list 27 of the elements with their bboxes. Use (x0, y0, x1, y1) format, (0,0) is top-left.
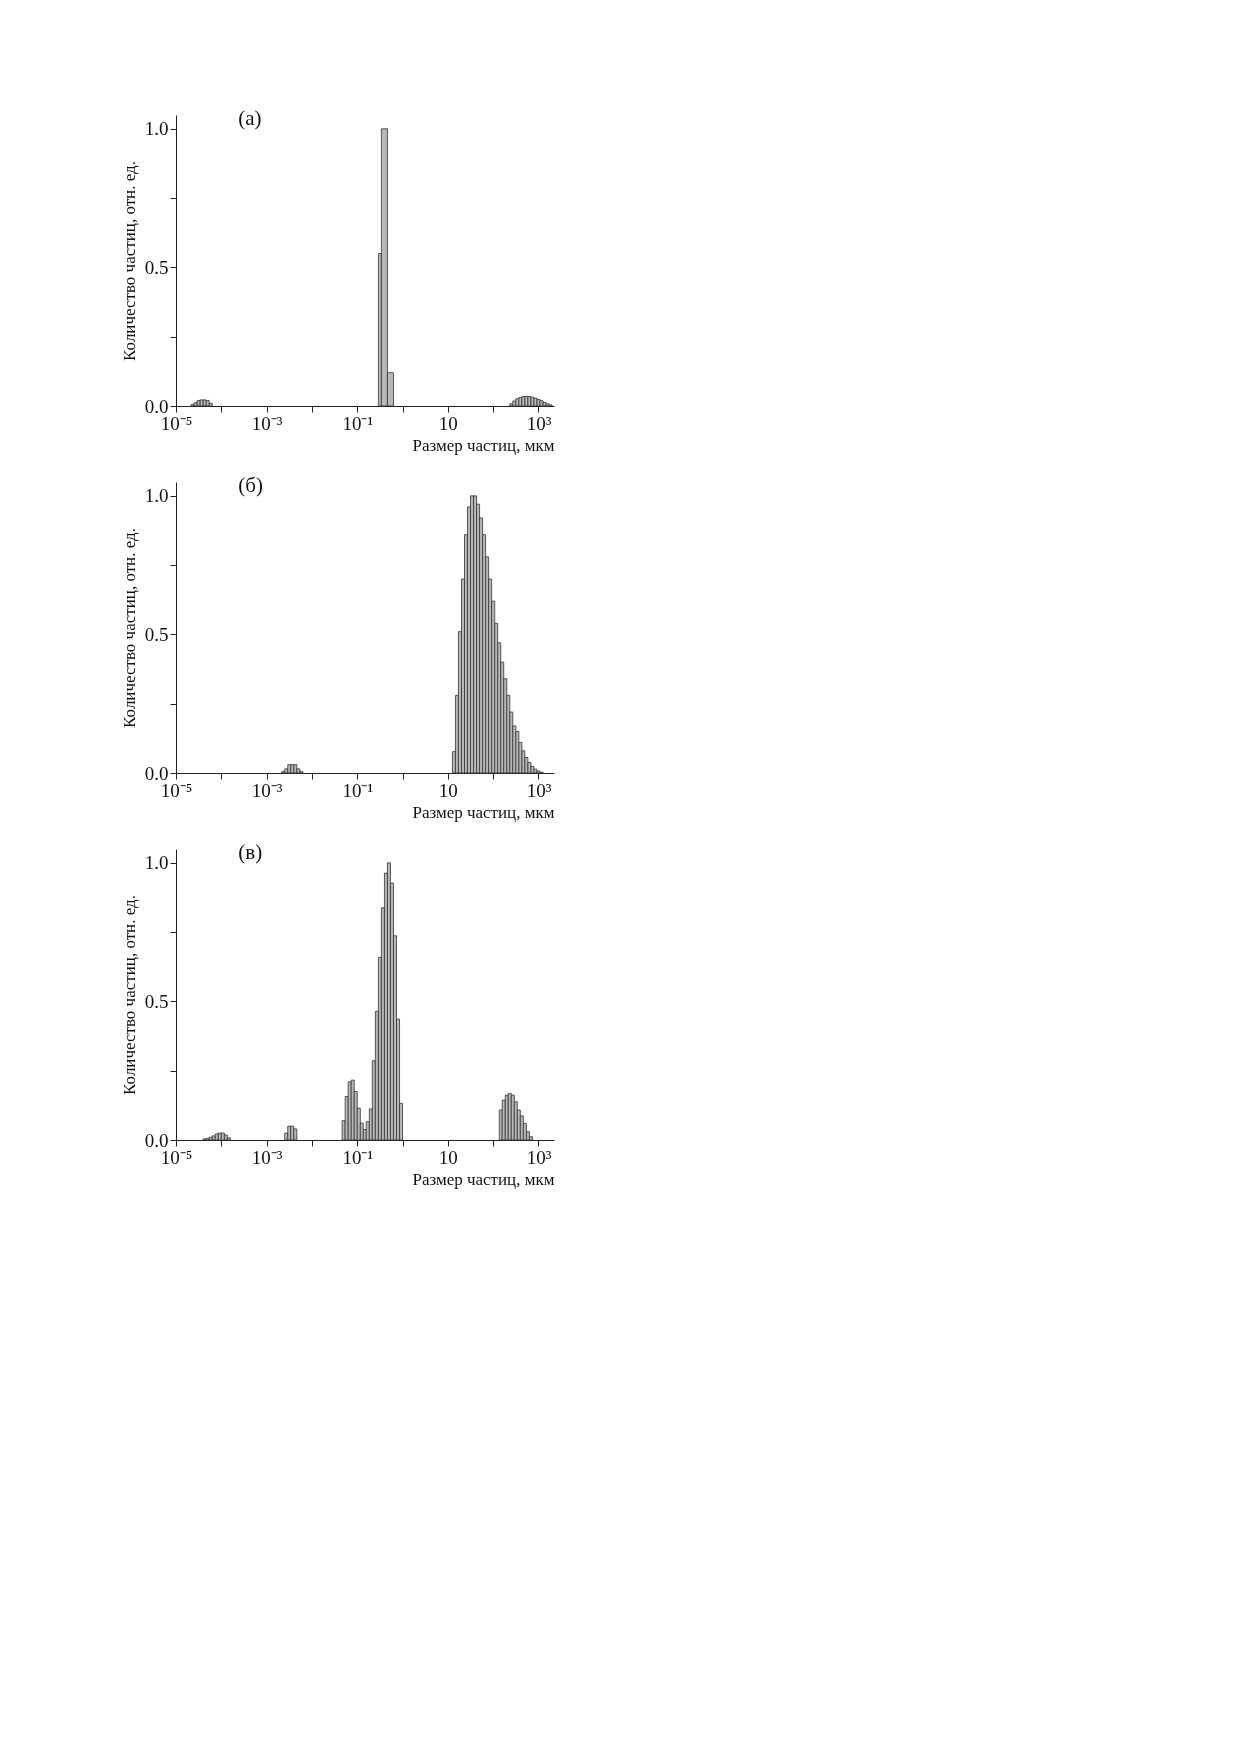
x-tick-label: 10⁻¹ (342, 779, 374, 801)
y-axis-title: Количество частиц, отн. ед. (119, 161, 139, 361)
y-tick-label: 1.0 (144, 852, 169, 874)
x-tick-label: 10 (438, 779, 458, 801)
chart-title: (б) (238, 473, 263, 497)
x-tick-label: 10⁻¹ (342, 1146, 374, 1168)
y-tick-label: 0.5 (144, 256, 169, 278)
y-axis-title: Количество частиц, отн. ед. (119, 895, 139, 1095)
y-tick-label: 0.5 (144, 623, 169, 645)
x-tick-label: 10³ (526, 1146, 552, 1168)
x-axis-title: Размер частиц, мкм (412, 1169, 555, 1189)
x-tick-label: 10⁻¹ (342, 412, 374, 434)
x-tick-label: 10 (438, 1146, 458, 1168)
chart-title: (в) (238, 840, 263, 864)
x-axis-title: Размер частиц, мкм (412, 802, 555, 822)
x-tick-label: 10⁻³ (251, 412, 283, 434)
x-tick-label: 10⁻³ (251, 1146, 283, 1168)
y-axis-title: Количество частиц, отн. ед. (119, 528, 139, 728)
chart-title: (а) (238, 106, 262, 130)
x-tick-label: 10³ (526, 779, 552, 801)
x-tick-label: 10 (438, 412, 458, 434)
x-tick-label: 10⁻³ (251, 779, 283, 801)
y-tick-label: 0.5 (144, 990, 169, 1012)
x-axis-title: Размер частиц, мкм (412, 435, 555, 455)
y-tick-label: 1.0 (144, 118, 169, 140)
x-tick-label: 10³ (526, 412, 552, 434)
y-tick-label: 1.0 (144, 485, 169, 507)
